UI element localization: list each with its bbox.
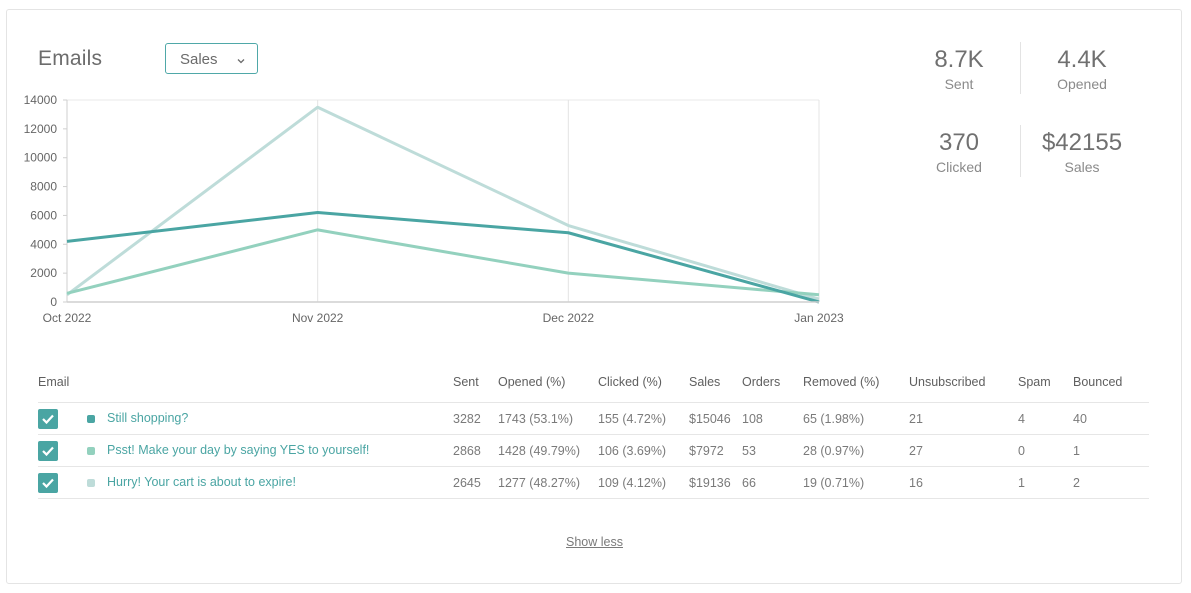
x-tick-label: Nov 2022: [292, 311, 344, 325]
col-header-orders: Orders: [742, 375, 781, 389]
x-tick-label: Oct 2022: [43, 311, 92, 325]
cell-bounced: 40: [1073, 412, 1087, 426]
row-divider: [38, 466, 1149, 467]
stat-clicked: 370 Clicked: [899, 129, 1019, 175]
col-header-email: Email: [38, 375, 70, 389]
cell-removed: 65 (1.98%): [803, 412, 865, 426]
cell-sent: 2645: [453, 476, 481, 490]
check-icon: [42, 478, 54, 489]
y-tick-label: 12000: [24, 122, 58, 136]
cell-bounced: 1: [1073, 444, 1080, 458]
cell-removed: 28 (0.97%): [803, 444, 865, 458]
cell-clicked: 109 (4.12%): [598, 476, 667, 490]
stat-sales-label: Sales: [1064, 159, 1100, 175]
series-color-swatch: [87, 415, 95, 423]
stat-divider: [1020, 125, 1021, 177]
cell-opened: 1743 (53.1%): [498, 412, 574, 426]
stat-sent-value: 8.7K: [934, 46, 984, 73]
series-line: [66, 105, 820, 301]
cell-clicked: 106 (3.69%): [598, 444, 667, 458]
col-header-sent: Sent: [453, 375, 479, 389]
cell-removed: 19 (0.71%): [803, 476, 865, 490]
row-checkbox[interactable]: [38, 441, 58, 461]
page-title: Emails: [38, 47, 103, 70]
row-divider: [38, 434, 1149, 435]
x-tick-label: Jan 2023: [794, 311, 844, 325]
series-color-swatch: [87, 479, 95, 487]
col-header-removed: Removed (%): [803, 375, 880, 389]
y-tick-label: 0: [50, 295, 57, 309]
cell-spam: 4: [1018, 412, 1025, 426]
table-header-divider: [38, 402, 1149, 403]
email-name-link[interactable]: Psst! Make your day by saying YES to you…: [107, 443, 370, 457]
stat-divider: [1020, 42, 1021, 94]
stat-clicked-label: Clicked: [936, 159, 982, 175]
stat-sales-value: $42155: [1041, 129, 1123, 156]
stat-clicked-value: 370: [938, 129, 980, 156]
cell-bounced: 2: [1073, 476, 1080, 490]
col-header-sales: Sales: [689, 375, 721, 389]
row-checkbox[interactable]: [38, 409, 58, 429]
stat-sent-label: Sent: [944, 76, 974, 92]
cell-spam: 0: [1018, 444, 1025, 458]
check-icon: [42, 414, 54, 425]
cell-sales: $19136: [689, 476, 731, 490]
col-header-clicked: Clicked (%): [598, 375, 662, 389]
stat-opened: 4.4K Opened: [1022, 46, 1142, 92]
y-tick-label: 8000: [30, 180, 57, 194]
cell-unsubscribed: 16: [909, 476, 923, 490]
cell-clicked: 155 (4.72%): [598, 412, 667, 426]
y-tick-label: 2000: [30, 266, 57, 280]
series-line: [66, 228, 820, 297]
cell-orders: 66: [742, 476, 756, 490]
emails-line-chart: 0 2000 4000 6000 8000 10000 12000 14000 Oct 2022…: [24, 93, 844, 325]
col-header-bounced: Bounced: [1073, 375, 1123, 389]
email-name-link[interactable]: Still shopping?: [107, 411, 189, 425]
stat-opened-value: 4.4K: [1057, 46, 1107, 73]
cell-unsubscribed: 21: [909, 412, 923, 426]
x-tick-label: Dec 2022: [543, 311, 595, 325]
cell-sent: 2868: [453, 444, 481, 458]
stat-sent: 8.7K Sent: [899, 46, 1019, 92]
y-tick-label: 4000: [30, 237, 57, 251]
cell-unsubscribed: 27: [909, 444, 923, 458]
stat-opened-label: Opened: [1057, 76, 1107, 92]
y-tick-label: 10000: [24, 151, 58, 165]
cell-orders: 108: [742, 412, 763, 426]
chevron-down-icon: [236, 53, 246, 71]
emails-card: [6, 9, 1182, 584]
col-header-opened: Opened (%): [498, 375, 566, 389]
cell-sent: 3282: [453, 412, 481, 426]
metric-dropdown[interactable]: Sales: [165, 43, 258, 74]
cell-orders: 53: [742, 444, 756, 458]
y-tick-label: 6000: [30, 208, 57, 222]
cell-opened: 1428 (49.79%): [498, 444, 581, 458]
y-tick-label: 14000: [24, 93, 58, 107]
col-header-spam: Spam: [1018, 375, 1051, 389]
dropdown-value: Sales: [180, 51, 218, 68]
check-icon: [42, 446, 54, 457]
email-name-link[interactable]: Hurry! Your cart is about to expire!: [107, 475, 296, 489]
cell-spam: 1: [1018, 476, 1025, 490]
row-checkbox[interactable]: [38, 473, 58, 493]
series-line: [66, 211, 820, 304]
cell-opened: 1277 (48.27%): [498, 476, 581, 490]
stat-sales: $42155 Sales: [1022, 129, 1142, 175]
show-less-link[interactable]: Show less: [566, 535, 623, 549]
series-color-swatch: [87, 447, 95, 455]
cell-sales: $7972: [689, 444, 724, 458]
col-header-unsubscribed: Unsubscribed: [909, 375, 986, 389]
row-divider: [38, 498, 1149, 499]
cell-sales: $15046: [689, 412, 731, 426]
